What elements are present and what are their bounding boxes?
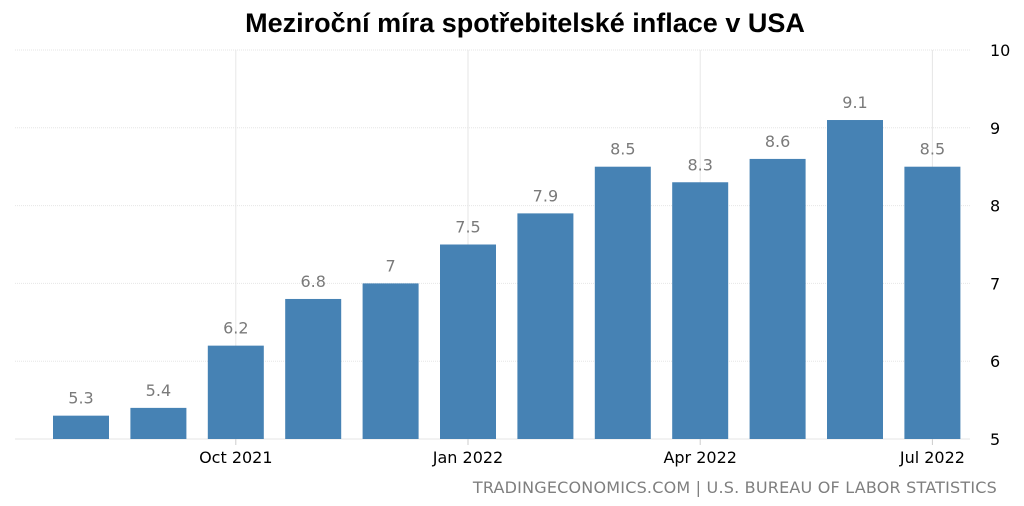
x-tick-label: Jan 2022 [432,448,503,467]
data-label: 8.5 [610,140,635,159]
data-label: 7.9 [533,186,558,205]
y-axis: 5 6 7 8 9 10 [990,41,1010,449]
data-label: 5.4 [146,381,171,400]
y-tick-label: 5 [990,430,1000,449]
bar [672,182,729,439]
data-label: 8.3 [687,155,712,174]
bar [130,407,187,439]
bar [827,120,883,440]
y-tick-label: 8 [990,197,1000,216]
y-tick-label: 9 [990,119,1000,138]
bar [749,158,806,440]
data-label: 6.8 [300,272,325,291]
bar [440,244,496,439]
bar [362,283,419,439]
x-tick-label: Apr 2022 [663,448,736,467]
bar [517,213,574,439]
data-label: 7.5 [455,218,480,237]
x-axis: Oct 2021 Jan 2022 Apr 2022 Jul 2022 [199,439,965,467]
x-tick-label: Oct 2021 [199,448,272,467]
bar [207,345,264,439]
data-label: 9.1 [842,93,867,112]
data-label: 8.6 [765,132,790,151]
bar [904,166,961,439]
data-label: 7 [386,256,396,275]
bars [53,120,961,440]
bar [594,166,651,439]
y-tick-label: 7 [990,274,1000,293]
y-tick-label: 10 [990,41,1010,60]
data-labels: 5.3 5.4 6.2 6.8 7 7.5 7.9 8.5 8.3 8.6 9.1 8.5 [68,93,945,408]
bar [285,298,342,439]
data-label: 6.2 [223,319,248,338]
data-label: 5.3 [68,389,93,408]
bar [53,415,109,439]
y-tick-label: 6 [990,352,1000,371]
x-tick-label: Jul 2022 [899,448,965,467]
data-label: 8.5 [920,140,945,159]
chart-title: Meziroční míra spotřebitelské inflace v … [245,8,805,38]
source-credit: TRADINGECONOMICS.COM | U.S. BUREAU OF LA… [472,478,997,497]
